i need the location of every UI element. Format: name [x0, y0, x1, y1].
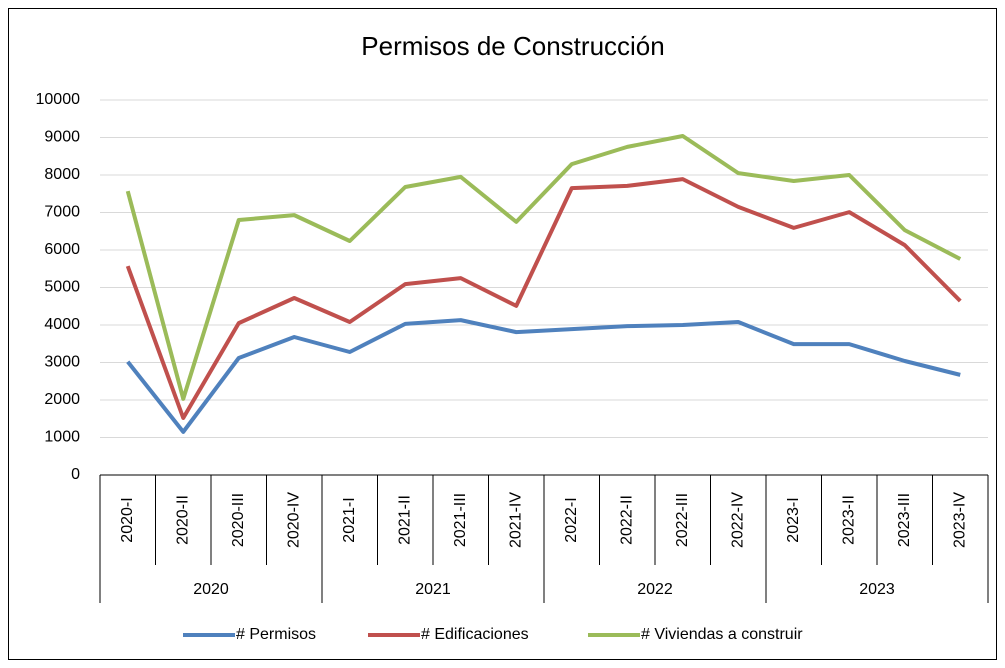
- group-label: 2023: [859, 581, 895, 598]
- x-tick-label: 2021-I: [341, 497, 358, 542]
- group-label: 2021: [415, 581, 451, 598]
- x-tick-label: 2022-II: [618, 495, 635, 545]
- x-tick-label: 2021-IV: [507, 492, 524, 548]
- line-series: [126, 318, 961, 434]
- line-series: [125, 177, 962, 420]
- chart-border: [8, 8, 997, 660]
- y-tick-label: 4000: [44, 316, 80, 333]
- legend-label: # Permisos: [236, 626, 316, 643]
- x-tick-label: 2020-II: [174, 495, 191, 545]
- y-tick-label: 9000: [44, 129, 80, 146]
- x-tick-label: 2023-II: [840, 495, 857, 545]
- x-tick-label: 2023-IV: [951, 492, 968, 548]
- x-tick-label: 2020-I: [119, 497, 136, 542]
- y-tick-label: 5000: [44, 279, 80, 296]
- x-tick-label: 2021-II: [396, 495, 413, 545]
- y-tick-label: 10000: [36, 91, 81, 108]
- x-tick-label: 2022-III: [674, 493, 691, 547]
- y-tick-label: 1000: [44, 429, 80, 446]
- group-label: 2022: [637, 581, 673, 598]
- legend-label: # Viviendas a construir: [641, 626, 803, 643]
- y-tick-label: 0: [71, 466, 80, 483]
- x-tick-label: 2020-IV: [285, 492, 302, 548]
- chart-title: Permisos de Construcción: [361, 31, 664, 61]
- x-tick-label: 2022-IV: [729, 492, 746, 548]
- x-tick-label: 2023-I: [785, 497, 802, 542]
- x-tick-label: 2021-III: [452, 493, 469, 547]
- group-label: 2020: [193, 581, 229, 598]
- y-tick-label: 8000: [44, 166, 80, 183]
- y-tick-label: 3000: [44, 354, 80, 371]
- x-tick-label: 2020-III: [230, 493, 247, 547]
- x-tick-label: 2023-III: [896, 493, 913, 547]
- y-tick-label: 2000: [44, 391, 80, 408]
- x-tick-label: 2022-I: [563, 497, 580, 542]
- y-tick-label: 6000: [44, 241, 80, 258]
- line-series: [125, 134, 962, 401]
- legend-label: # Edificaciones: [421, 626, 529, 643]
- y-tick-label: 7000: [44, 204, 80, 221]
